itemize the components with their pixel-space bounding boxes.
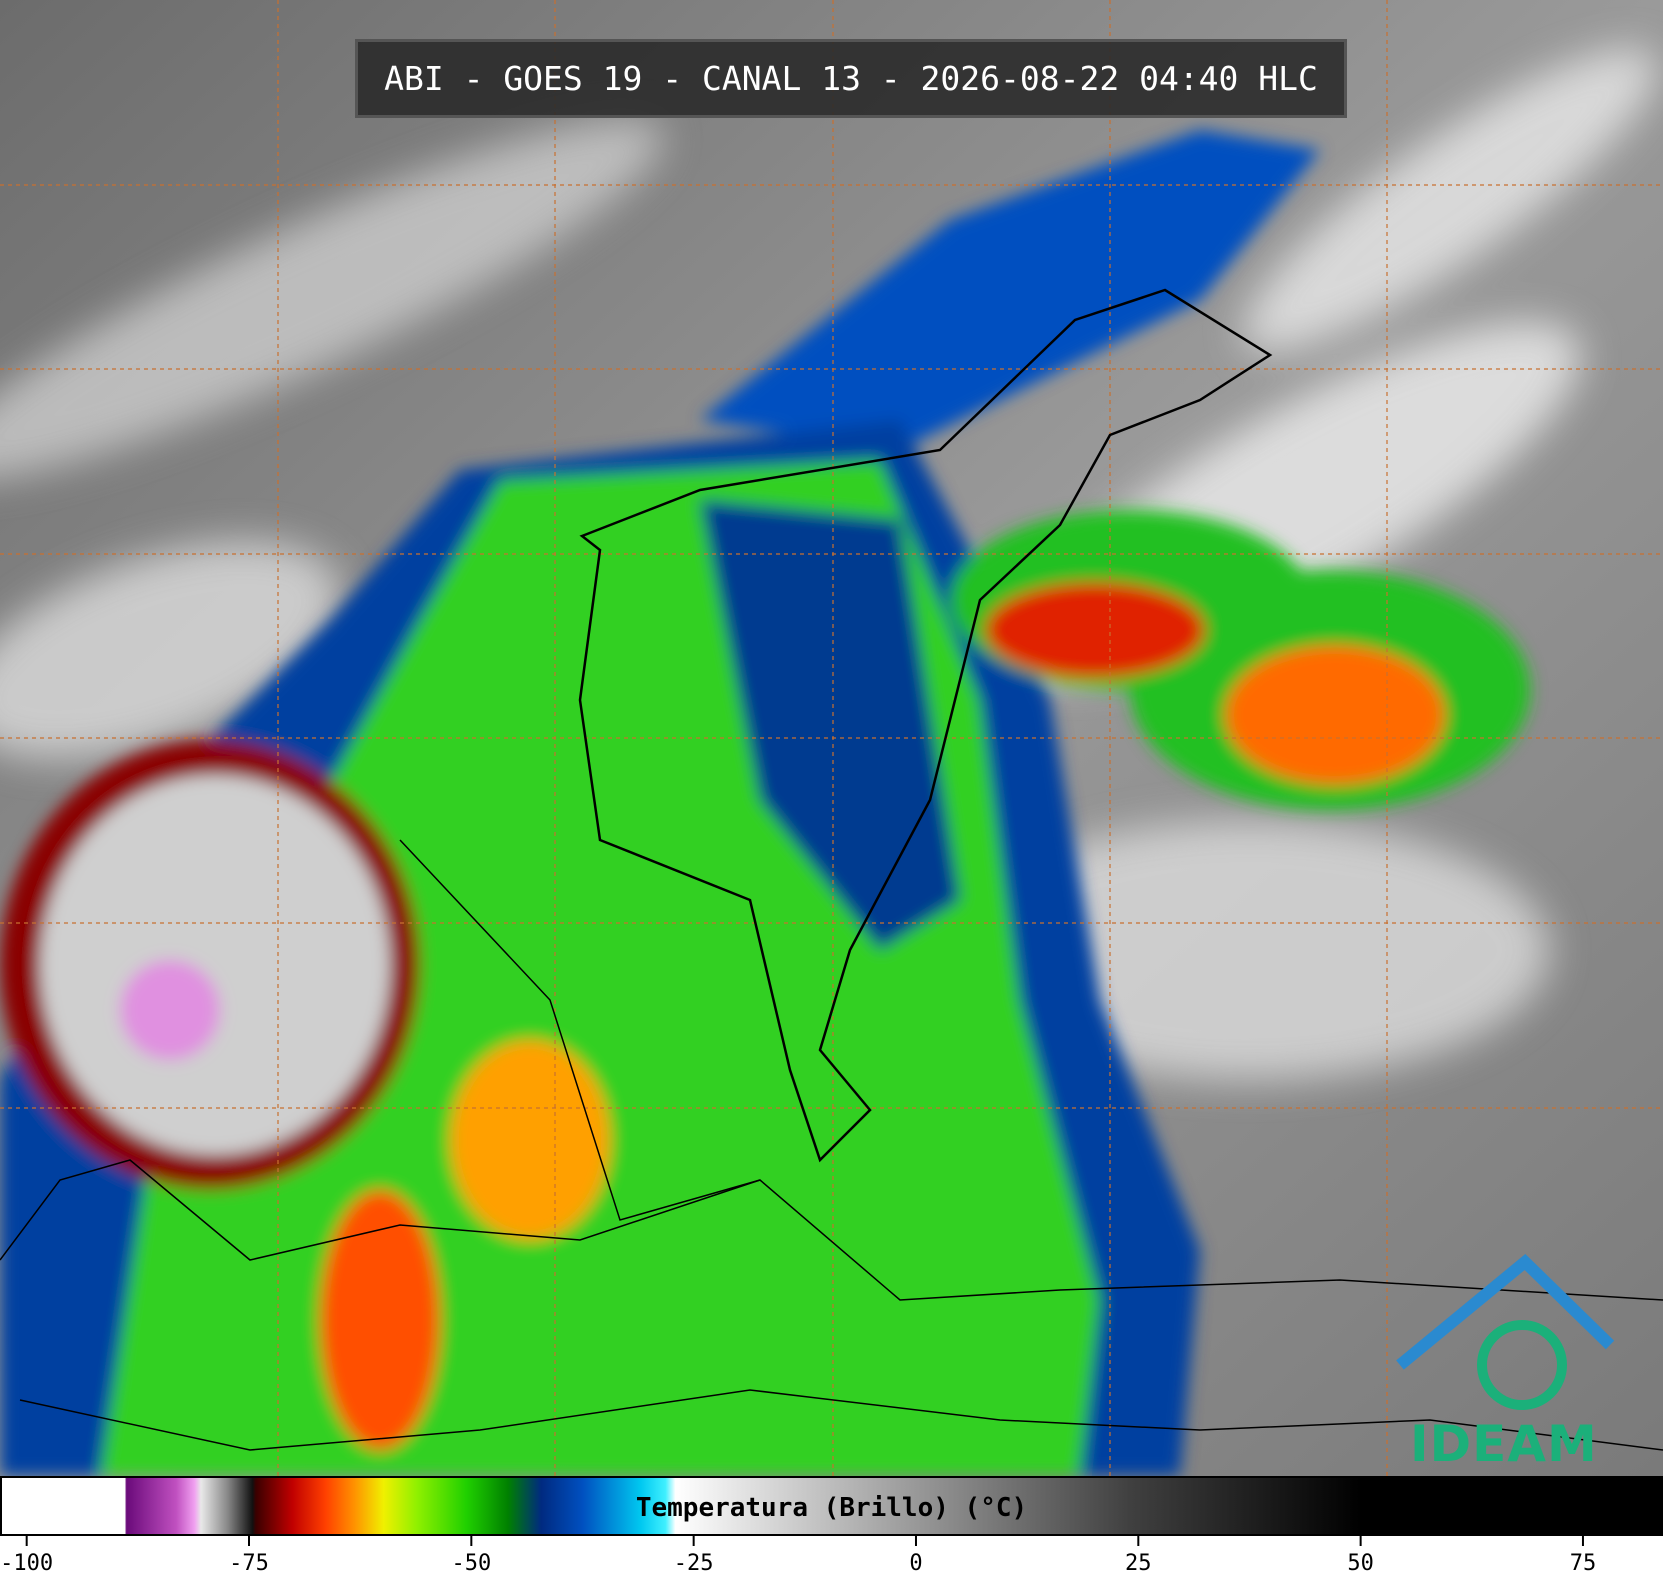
tick-label: 75 (1570, 1551, 1597, 1576)
tick-label: 0 (909, 1551, 922, 1576)
colorbar-label: Temperatura (Brillo) (°C) (635, 1493, 1028, 1523)
logo-text: IDEAM (1410, 1415, 1598, 1473)
colorbar-axis: -100 -75 -50 -25 0 25 50 75 (0, 1536, 1597, 1576)
tick-label: 25 (1125, 1551, 1152, 1576)
tick-label: 50 (1347, 1551, 1374, 1576)
tick-label: -25 (674, 1551, 714, 1576)
logo-mark (1396, 1253, 1615, 1410)
title: ABI - GOES 19 - CANAL 13 - 2026-08-22 04… (355, 39, 1347, 118)
tick-label: -100 (0, 1551, 53, 1576)
tick-label: -50 (451, 1551, 491, 1576)
borders (0, 288, 1663, 1451)
tick-label: -75 (229, 1551, 269, 1576)
colorbar (0, 1476, 1663, 1536)
graticule (0, 0, 1663, 1476)
satellite-image (0, 0, 1663, 1476)
